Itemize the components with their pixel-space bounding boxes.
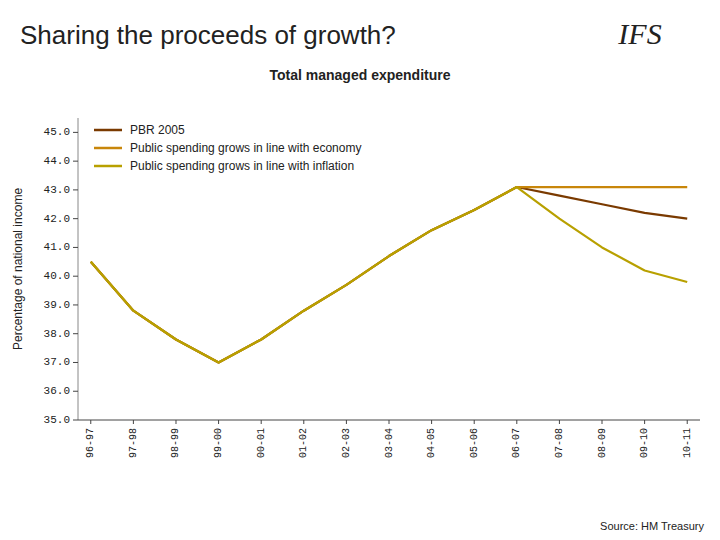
y-tick — [73, 304, 78, 305]
y-axis-line — [78, 118, 79, 420]
y-tick — [73, 391, 78, 392]
y-tick-label: 35.0 — [44, 414, 70, 426]
y-tick — [73, 420, 78, 421]
y-tick-label: 45.0 — [44, 126, 70, 138]
x-tick-label: 07-08 — [554, 428, 565, 458]
x-tick — [474, 420, 475, 424]
y-tick-label: 39.0 — [44, 299, 70, 311]
title: Sharing the proceeds of growth? — [20, 20, 396, 50]
x-tick-label: 98-99 — [170, 428, 181, 458]
x-tick-label: 09-10 — [639, 428, 650, 458]
y-tick — [73, 132, 78, 133]
x-tick — [346, 420, 347, 424]
x-tick — [133, 420, 134, 424]
y-tick — [73, 333, 78, 334]
legend-entry: Public spending grows in line with econo… — [130, 141, 361, 155]
x-tick-label: 03-04 — [384, 428, 395, 458]
x-tick — [389, 420, 390, 424]
subtitle: Total managed expenditure — [270, 67, 451, 83]
y-tick — [73, 218, 78, 219]
x-tick — [687, 420, 688, 424]
y-tick-label: 38.0 — [44, 328, 70, 340]
y-tick-label: 41.0 — [44, 241, 70, 253]
legend-entry: Public spending grows in line with infla… — [130, 159, 354, 173]
legend-swatch — [94, 147, 122, 150]
y-tick — [73, 189, 78, 190]
line-series — [91, 187, 687, 362]
legend: PBR 2005 Public spending grows in line wi… — [94, 123, 361, 173]
chart: Sharing the proceeds of growth? Total man… — [0, 0, 720, 540]
x-tick-label: 10-11 — [682, 428, 693, 458]
x-tick-label: 04-05 — [426, 428, 437, 458]
annotation: IFS — [617, 17, 661, 50]
x-tick-label: 00-01 — [256, 428, 267, 458]
x-tick — [218, 420, 219, 424]
x-tick — [90, 420, 91, 424]
line-series — [91, 187, 687, 362]
x-tick-label: 02-03 — [341, 428, 352, 458]
x-tick — [431, 420, 432, 424]
line-series — [91, 187, 687, 362]
x-tick — [303, 420, 304, 424]
x-tick-label: 05-06 — [469, 428, 480, 458]
y-tick — [73, 276, 78, 277]
source: Source: HM Treasury — [600, 520, 704, 532]
y-tick-label: 37.0 — [44, 356, 70, 368]
legend-entry: PBR 2005 — [130, 123, 185, 137]
x-tick — [261, 420, 262, 424]
lines — [91, 187, 687, 362]
x-tick — [644, 420, 645, 424]
x-tick — [175, 420, 176, 424]
x-tick-label: 06-07 — [511, 428, 522, 458]
x-tick-label: 96-97 — [85, 428, 96, 458]
y-tick — [73, 161, 78, 162]
x-tick-label: 08-09 — [597, 428, 608, 458]
y-tick — [73, 247, 78, 248]
y-axis-label: Percentage of national income — [11, 188, 25, 350]
x-tick-label: 01-02 — [298, 428, 309, 458]
y-tick-label: 43.0 — [44, 184, 70, 196]
x-tick — [516, 420, 517, 424]
y-tick-label: 36.0 — [44, 385, 70, 397]
x-tick — [602, 420, 603, 424]
y-tick-label: 44.0 — [44, 155, 70, 167]
x-tick — [559, 420, 560, 424]
y-tick-label: 42.0 — [44, 213, 70, 225]
y-tick-label: 40.0 — [44, 270, 70, 282]
x-tick-label: 99-00 — [213, 428, 224, 458]
legend-swatch — [94, 129, 122, 132]
x-tick-label: 97-98 — [128, 428, 139, 458]
y-tick — [73, 362, 78, 363]
legend-swatch — [94, 165, 122, 168]
